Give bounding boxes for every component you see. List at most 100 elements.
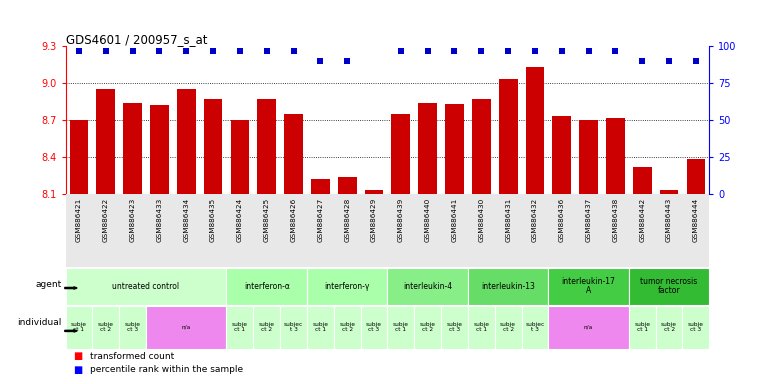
Bar xyxy=(419,103,437,194)
Bar xyxy=(548,306,629,349)
Text: GSM886443: GSM886443 xyxy=(666,197,672,242)
Text: GSM886441: GSM886441 xyxy=(452,197,457,242)
Bar xyxy=(96,89,115,194)
Bar xyxy=(284,114,303,194)
Text: subje
ct 3: subje ct 3 xyxy=(446,322,463,333)
Text: ■: ■ xyxy=(73,351,82,361)
Text: subjec
t 3: subjec t 3 xyxy=(525,322,544,333)
Bar xyxy=(227,306,254,349)
Text: GSM886425: GSM886425 xyxy=(264,197,270,242)
Text: subje
ct 1: subje ct 1 xyxy=(635,322,650,333)
Bar xyxy=(499,79,517,194)
Bar xyxy=(120,306,146,349)
Text: GSM886433: GSM886433 xyxy=(157,197,163,242)
Bar xyxy=(227,268,307,305)
Bar xyxy=(204,99,223,194)
Bar xyxy=(66,306,93,349)
Text: subje
ct 2: subje ct 2 xyxy=(259,322,274,333)
Text: subje
ct 1: subje ct 1 xyxy=(71,322,87,333)
Text: individual: individual xyxy=(17,318,62,328)
Bar xyxy=(629,306,655,349)
Text: GSM886435: GSM886435 xyxy=(210,197,216,242)
Bar xyxy=(441,306,468,349)
Bar xyxy=(660,190,678,194)
Bar xyxy=(307,268,387,305)
Text: GSM886423: GSM886423 xyxy=(130,197,136,242)
Bar xyxy=(387,306,414,349)
Bar xyxy=(629,268,709,305)
Bar xyxy=(146,306,227,349)
Text: GSM886431: GSM886431 xyxy=(505,197,511,242)
Bar xyxy=(334,306,361,349)
Text: GSM886429: GSM886429 xyxy=(371,197,377,242)
Bar xyxy=(123,103,142,194)
Text: GDS4601 / 200957_s_at: GDS4601 / 200957_s_at xyxy=(66,33,207,46)
Text: GSM886440: GSM886440 xyxy=(425,197,431,242)
Text: subje
ct 1: subje ct 1 xyxy=(393,322,409,333)
Bar xyxy=(552,116,571,194)
Bar xyxy=(66,268,227,305)
Text: subje
ct 1: subje ct 1 xyxy=(312,322,328,333)
Text: GSM886422: GSM886422 xyxy=(103,197,109,242)
Text: subje
ct 1: subje ct 1 xyxy=(232,322,248,333)
Bar xyxy=(655,306,682,349)
Text: GSM886428: GSM886428 xyxy=(344,197,350,242)
Text: GSM886442: GSM886442 xyxy=(639,197,645,242)
Bar xyxy=(495,306,521,349)
Bar xyxy=(682,306,709,349)
Bar xyxy=(468,268,548,305)
Bar xyxy=(258,99,276,194)
Bar xyxy=(414,306,441,349)
Text: transformed count: transformed count xyxy=(90,352,174,361)
Text: GSM886426: GSM886426 xyxy=(291,197,297,242)
Text: GSM886424: GSM886424 xyxy=(237,197,243,242)
Text: n/a: n/a xyxy=(182,325,191,330)
Text: subje
ct 2: subje ct 2 xyxy=(419,322,436,333)
Text: subje
ct 2: subje ct 2 xyxy=(339,322,355,333)
Bar xyxy=(686,159,705,194)
Bar xyxy=(150,105,169,194)
Text: interleukin-4: interleukin-4 xyxy=(403,281,453,291)
Text: subjec
t 3: subjec t 3 xyxy=(284,322,303,333)
Text: GSM886444: GSM886444 xyxy=(693,197,699,242)
Bar xyxy=(69,120,89,194)
Text: interferon-γ: interferon-γ xyxy=(325,281,370,291)
Bar xyxy=(231,120,249,194)
Bar xyxy=(445,104,464,194)
Bar xyxy=(548,268,629,305)
Text: tumor necrosis
factor: tumor necrosis factor xyxy=(641,277,698,295)
Bar xyxy=(521,306,548,349)
Text: interferon-α: interferon-α xyxy=(244,281,290,291)
Bar xyxy=(93,306,120,349)
Text: subje
ct 2: subje ct 2 xyxy=(661,322,677,333)
Text: agent: agent xyxy=(35,280,62,289)
Bar xyxy=(468,306,495,349)
Text: GSM886438: GSM886438 xyxy=(612,197,618,242)
Text: GSM886430: GSM886430 xyxy=(478,197,484,242)
Text: GSM886434: GSM886434 xyxy=(183,197,189,242)
Bar xyxy=(254,306,280,349)
Text: subje
ct 1: subje ct 1 xyxy=(473,322,490,333)
Text: untreated control: untreated control xyxy=(113,281,180,291)
Text: GSM886436: GSM886436 xyxy=(559,197,565,242)
Text: GSM886427: GSM886427 xyxy=(318,197,323,242)
Text: subje
ct 2: subje ct 2 xyxy=(98,322,114,333)
Text: GSM886432: GSM886432 xyxy=(532,197,538,242)
Bar xyxy=(579,120,598,194)
Text: GSM886437: GSM886437 xyxy=(586,197,591,242)
Text: subje
ct 3: subje ct 3 xyxy=(366,322,382,333)
Bar xyxy=(311,179,330,194)
Text: subje
ct 3: subje ct 3 xyxy=(125,322,140,333)
Bar xyxy=(338,177,356,194)
Text: interleukin-17
A: interleukin-17 A xyxy=(561,277,615,295)
Bar xyxy=(526,67,544,194)
Text: interleukin-13: interleukin-13 xyxy=(481,281,535,291)
Bar xyxy=(472,99,490,194)
Text: n/a: n/a xyxy=(584,325,593,330)
Text: subje
ct 2: subje ct 2 xyxy=(500,322,516,333)
Bar xyxy=(633,167,651,194)
Text: ■: ■ xyxy=(73,364,82,375)
Bar xyxy=(365,190,383,194)
Bar xyxy=(280,306,307,349)
Text: percentile rank within the sample: percentile rank within the sample xyxy=(90,365,244,374)
